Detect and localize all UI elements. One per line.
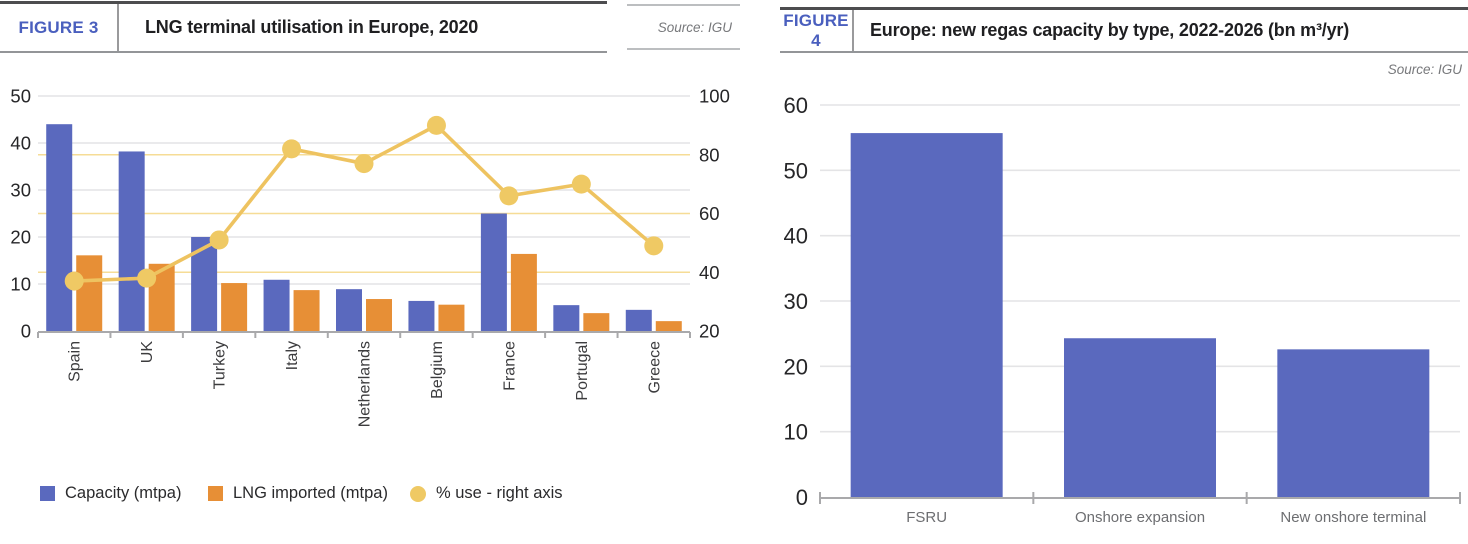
pct-use-legend-swatch	[410, 485, 426, 502]
y-axis-tick-60: 60	[784, 93, 808, 118]
y-axis-tick-20: 20	[784, 354, 808, 379]
right-axis-tick-100: 100	[699, 86, 730, 107]
category-label-onshore-expansion: Onshore expansion	[1075, 509, 1205, 526]
pct-use-point-turkey	[209, 230, 229, 250]
lng-imported-mtpa--bar-italy	[293, 290, 320, 331]
category-label-uk: UK	[139, 341, 156, 364]
right-axis-tick-60: 60	[699, 203, 720, 224]
bar-new-onshore-terminal	[1277, 349, 1430, 497]
pct-use-point-belgium	[426, 115, 446, 135]
lng-imported-legend-label: LNG imported (mtpa)	[233, 484, 388, 502]
category-label-greece: Greece	[646, 341, 663, 394]
capacity-mtpa--bar-uk	[118, 151, 145, 331]
legend-item-lng-imported: LNG imported (mtpa)	[208, 484, 388, 503]
lng-imported-mtpa--bar-belgium	[438, 304, 465, 331]
pct-use-point-spain	[64, 271, 84, 291]
figure4-title: Europe: new regas capacity by type, 2022…	[870, 20, 1349, 40]
category-label-belgium: Belgium	[429, 341, 446, 399]
left-axis-tick-0: 0	[21, 321, 31, 342]
right-axis-tick-40: 40	[699, 262, 720, 283]
y-axis-tick-0: 0	[796, 485, 808, 510]
left-axis-tick-30: 30	[10, 180, 31, 201]
capacity-mtpa--bar-italy	[263, 279, 290, 331]
category-label-fsru: FSRU	[906, 509, 947, 526]
lng-imported-mtpa--bar-portugal	[583, 313, 610, 331]
bar-onshore-expansion	[1064, 338, 1216, 497]
capacity-mtpa--bar-greece	[625, 309, 652, 331]
figure3-header: FIGURE 3 LNG terminal utilisation in Eur…	[0, 1, 607, 53]
y-axis-tick-30: 30	[784, 289, 808, 314]
y-axis-tick-10: 10	[784, 420, 808, 445]
lng-imported-mtpa--bar-netherlands	[366, 299, 392, 331]
category-label-turkey: Turkey	[212, 341, 229, 389]
regas-capacity-chart: 0 10 20 30 40 50 60 FSRU Onshore expansion New on…	[784, 93, 1461, 526]
capacity-legend-label: Capacity (mtpa)	[65, 484, 182, 502]
bar-fsru	[850, 133, 1003, 498]
lng-imported-mtpa--bar-spain	[76, 255, 103, 331]
left-axis-tick-20: 20	[10, 227, 31, 248]
category-label-netherlands: Netherlands	[357, 341, 374, 427]
pct-use-point-france	[499, 186, 519, 206]
category-label-france: France	[501, 341, 518, 391]
pct-use-point-uk	[137, 268, 157, 288]
lng-terminal-utilisation-chart: 0 10 20 30 40 50 20 40 60 80 100 Spain UK Turkey Italy…	[10, 86, 730, 428]
capacity-mtpa--bar-spain	[46, 124, 73, 331]
figure4-label: FIGURE 4	[783, 10, 849, 50]
figure3-label: FIGURE 3	[18, 17, 99, 37]
capacity-legend-swatch	[40, 486, 55, 501]
figure3-legend: Capacity (mtpa) LNG imported (mtpa) % us…	[0, 484, 745, 512]
pct-use-legend-label: % use - right axis	[436, 484, 563, 502]
figure3-source: Source: IGU	[627, 4, 740, 50]
legend-item-capacity: Capacity (mtpa)	[40, 484, 181, 503]
pct-use-point-italy	[282, 139, 302, 159]
left-axis-tick-40: 40	[10, 133, 31, 154]
left-axis-tick-50: 50	[10, 86, 31, 107]
y-axis-tick-40: 40	[784, 224, 808, 249]
lng-imported-mtpa--bar-greece	[655, 321, 682, 331]
capacity-mtpa--bar-netherlands	[336, 289, 362, 331]
left-axis-tick-10: 10	[10, 274, 31, 295]
capacity-mtpa--bar-france	[480, 213, 507, 331]
figure4-header-divider	[852, 10, 854, 51]
figure3-header-divider	[117, 4, 119, 51]
category-label-portugal: Portugal	[574, 341, 591, 401]
pct-use-point-portugal	[571, 174, 591, 194]
y-axis-tick-50: 50	[784, 158, 808, 183]
capacity-mtpa--bar-belgium	[408, 300, 435, 331]
lng-imported-legend-swatch	[208, 486, 223, 501]
right-axis-tick-80: 80	[699, 144, 720, 165]
lng-imported-mtpa--bar-france	[510, 253, 537, 331]
legend-item-pct-use: % use - right axis	[410, 484, 563, 503]
figure4-header: FIGURE 4 Europe: new regas capacity by t…	[780, 7, 1468, 53]
pct-use-line	[74, 123, 655, 283]
category-label-italy: Italy	[284, 341, 301, 370]
right-axis-tick-20: 20	[699, 321, 720, 342]
figure3-title: LNG terminal utilisation in Europe, 2020	[145, 17, 479, 37]
pct-use-point-netherlands	[354, 154, 374, 174]
figure4-source: Source: IGU	[1387, 62, 1462, 77]
category-label-new-onshore-terminal: New onshore terminal	[1280, 509, 1426, 526]
pct-use-point-greece	[644, 236, 664, 256]
lng-imported-mtpa--bar-turkey	[221, 283, 248, 331]
capacity-mtpa--bar-portugal	[553, 305, 580, 331]
category-label-spain: Spain	[67, 341, 84, 382]
